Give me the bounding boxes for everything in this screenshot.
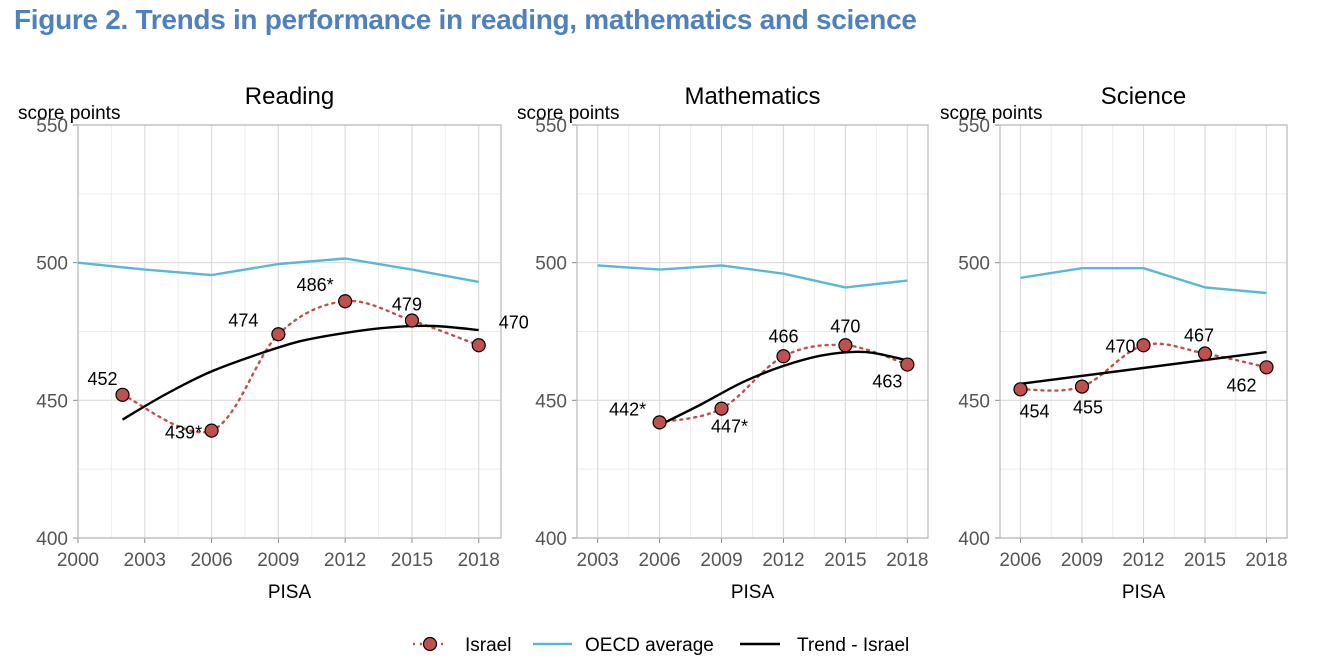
israel-point-science [1136,338,1151,353]
x-tick-label: 2000 [57,550,99,571]
israel-point-mathematics [900,357,915,372]
legend-trend-label: Trend - Israel [797,635,909,656]
panel-title-mathematics: Mathematics [684,83,820,110]
trend-line-science [1020,350,1267,385]
legend: Israel OECD average Trend - Israel [413,635,909,656]
x-tick-label: 2006 [999,550,1041,571]
x-tick-label: 2018 [886,550,928,571]
x-tick-label: 2006 [190,550,232,571]
y-tick-label: 400 [958,529,990,550]
x-tick-label: 2003 [577,550,619,571]
y-axis-label-reading: score points [18,103,120,124]
israel-point-reading [204,423,219,438]
figure-title: Figure 2. Trends in performance in readi… [14,4,917,35]
legend-oecd-label: OECD average [585,635,714,656]
panel-reading: Reading score points 400 450 500 550 2000 2003 2… [18,83,529,603]
y-tick-label: 550 [36,116,68,137]
x-tick-label: 2015 [824,550,866,571]
israel-point-reading [338,294,353,309]
israel-data-label-science: 454 [1019,401,1049,421]
y-tick-label: 400 [36,529,68,550]
x-axis-label-reading: PISA [268,582,312,603]
x-axis-label-science: PISA [1122,582,1166,603]
israel-data-label-science: 462 [1226,375,1256,395]
israel-point-science [1074,379,1090,394]
israel-point-mathematics [652,415,667,430]
israel-data-label-mathematics: 447* [711,417,748,437]
panel-mathematics: Mathematics score points 400 450 500 550 2003 2… [517,83,929,603]
israel-data-label-mathematics: 463 [872,372,902,392]
israel-point-reading [471,338,486,353]
israel-data-label-mathematics: 466 [768,326,798,346]
israel-point-science [1259,360,1274,375]
israel-data-label-mathematics: 470 [830,316,860,336]
israel-point-reading [271,327,286,342]
y-tick-label: 450 [958,391,990,412]
panel-science: Science score points 400 450 500 550 2006 2009 2… [940,83,1288,603]
panel-border [77,124,502,539]
legend-israel-label: Israel [465,635,511,656]
israel-data-label-reading: 479 [392,294,422,314]
israel-point-science [1197,346,1213,361]
israel-point-reading [404,313,420,328]
israel-data-label-reading: 439* [165,423,202,443]
israel-data-label-reading: 486* [297,275,334,295]
x-tick-label: 2006 [638,550,680,571]
y-axis-label-mathematics: score points [517,103,619,124]
trend-line-mathematics [659,350,908,427]
y-tick-label: 500 [36,254,68,275]
x-tick-label: 2012 [1122,550,1164,571]
x-tick-label: 2009 [257,550,299,571]
x-tick-label: 2018 [458,550,500,571]
panel-border [999,124,1288,539]
israel-dotted-line-reading [121,299,480,434]
y-tick-label: 500 [535,254,567,275]
oecd-average-line-science [1020,267,1267,295]
y-axis-label-science: score points [940,103,1042,124]
panel-border [576,124,929,539]
oecd-average-line-mathematics [597,264,908,289]
israel-dotted-line-mathematics [658,343,909,424]
x-axis-label-mathematics: PISA [731,582,775,603]
x-tick-label: 2015 [391,550,433,571]
legend-israel-marker [422,636,438,652]
y-tick-label: 400 [535,529,567,550]
israel-point-mathematics [838,338,853,353]
panel-title-reading: Reading [245,83,334,110]
israel-point-reading [115,387,130,402]
x-tick-label: 2009 [1061,550,1103,571]
israel-data-label-mathematics: 442* [609,399,646,419]
israel-data-label-science: 467 [1184,326,1214,346]
y-tick-label: 450 [36,391,68,412]
israel-data-label-reading: 452 [88,369,118,389]
israel-data-label-reading: 474 [228,310,258,330]
y-tick-label: 550 [958,116,990,137]
panel-title-science: Science [1101,83,1186,110]
israel-point-mathematics [776,349,791,364]
israel-point-mathematics [714,401,729,416]
y-tick-label: 500 [958,254,990,275]
israel-data-label-science: 455 [1073,398,1103,418]
oecd-average-line-reading [77,257,479,284]
x-tick-label: 2015 [1184,550,1226,571]
x-tick-label: 2018 [1245,550,1287,571]
israel-point-science [1013,382,1028,397]
israel-data-label-science: 470 [1105,336,1135,356]
x-tick-label: 2009 [700,550,742,571]
israel-data-label-reading: 470 [499,312,529,332]
x-tick-label: 2012 [324,550,366,571]
x-tick-label: 2003 [124,550,166,571]
y-tick-label: 450 [535,391,567,412]
x-tick-label: 2012 [762,550,804,571]
trend-line-reading [121,324,479,421]
y-tick-label: 550 [535,116,567,137]
